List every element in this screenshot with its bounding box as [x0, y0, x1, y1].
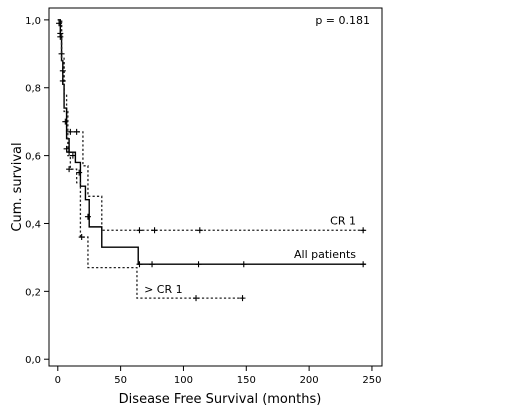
- censor-mark: [196, 227, 203, 234]
- censor-mark: [59, 67, 66, 74]
- x-axis-title: Disease Free Survival (months): [119, 392, 322, 407]
- censor-mark: [73, 128, 80, 135]
- series-label: > CR 1: [144, 283, 183, 296]
- series-labels: CR 1 All patients > CR 1: [144, 214, 356, 296]
- censor-mark: [56, 20, 63, 27]
- censor-mark: [66, 166, 73, 173]
- p-value-annotation: p = 0.181: [315, 14, 370, 27]
- censor-mark: [84, 213, 91, 220]
- censor-mark: [151, 227, 158, 234]
- censor-mark: [240, 261, 247, 268]
- censor-mark: [59, 77, 66, 84]
- y-axis-title: Cum. survival: [10, 142, 25, 231]
- series-line-2: [57, 19, 244, 299]
- censor-mark: [136, 261, 143, 268]
- censor-mark: [67, 128, 74, 135]
- y-tick-label: 0,8: [25, 84, 41, 95]
- series-label: CR 1: [330, 214, 356, 227]
- x-tick-label: 0: [55, 375, 61, 386]
- censor-mark: [78, 234, 85, 241]
- y-tick-label: 0,4: [25, 219, 41, 230]
- y-tick-label: 0,6: [25, 152, 41, 163]
- y-tick-label: 1,0: [25, 16, 41, 27]
- censor-mark: [360, 261, 367, 268]
- censor-mark: [149, 261, 156, 268]
- censor-mark: [239, 295, 246, 302]
- x-tick-label: 50: [114, 375, 127, 386]
- censor-mark: [195, 261, 202, 268]
- censor-mark: [57, 33, 64, 40]
- y-tick-label: 0,0: [25, 355, 41, 366]
- axis-ticks: 0 50 100 150 200 250 0,0 0,2 0,4 0,6 0,8 1,0: [25, 16, 381, 386]
- x-tick-label: 200: [300, 375, 319, 386]
- x-tick-label: 150: [237, 375, 256, 386]
- censor-mark: [66, 149, 73, 156]
- censor-mark: [193, 295, 200, 302]
- series-label: All patients: [294, 248, 356, 261]
- y-tick-label: 0,2: [25, 287, 41, 298]
- plot-frame: [48, 7, 383, 367]
- censor-mark: [360, 227, 367, 234]
- censor-mark: [63, 145, 70, 152]
- censor-mark: [69, 152, 76, 159]
- censor-mark: [136, 227, 143, 234]
- x-tick-label: 250: [362, 375, 381, 386]
- x-tick-label: 100: [174, 375, 193, 386]
- censor-mark: [76, 169, 83, 176]
- series-group: [56, 19, 367, 302]
